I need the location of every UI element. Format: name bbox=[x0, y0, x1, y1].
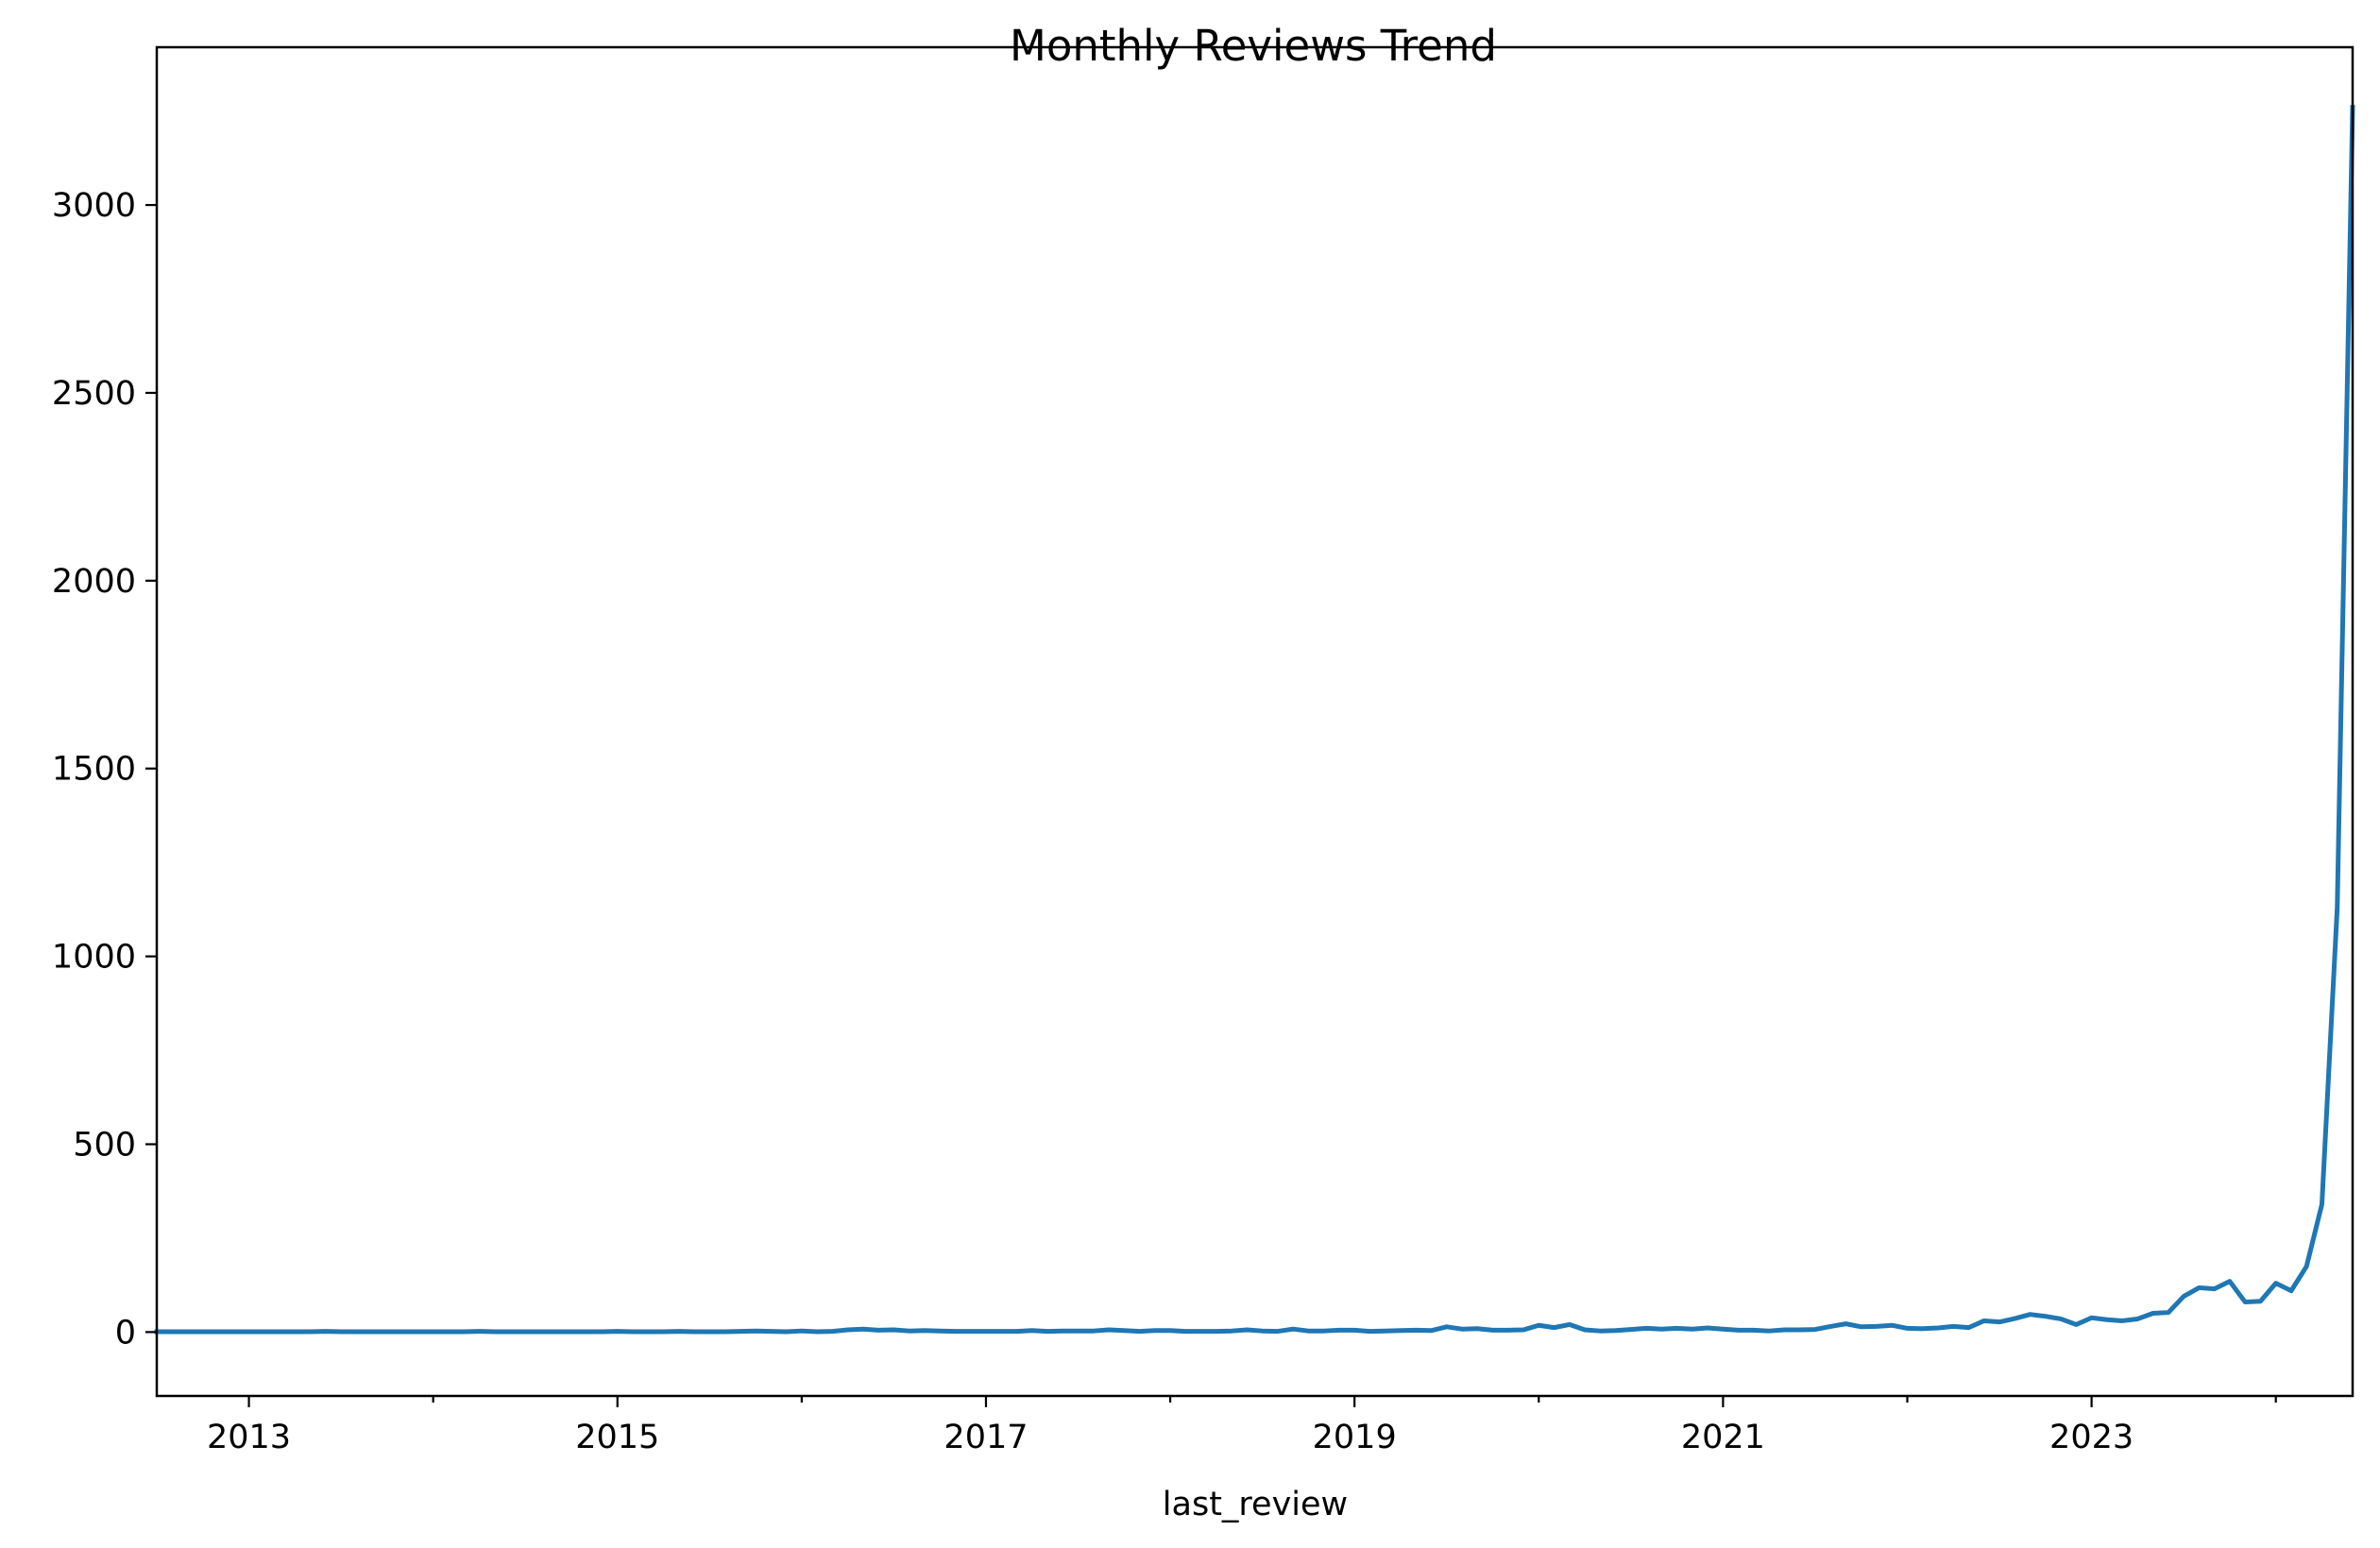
x-tick-label: 2015 bbox=[575, 1419, 659, 1456]
y-tick-label: 1500 bbox=[52, 751, 136, 789]
series-line-0 bbox=[154, 105, 2355, 1335]
y-tick-label: 3000 bbox=[52, 187, 136, 225]
y-tick-label: 500 bbox=[73, 1126, 136, 1164]
y-axis: 0 500 1000 1500 2000 2500 3000 bbox=[52, 187, 157, 1352]
axes-frame bbox=[155, 45, 2354, 1398]
y-tick-label: 0 bbox=[115, 1314, 136, 1352]
x-axis-label: last_review bbox=[1163, 1486, 1348, 1523]
y-tick-label: 2500 bbox=[52, 375, 136, 413]
x-tick-label: 2013 bbox=[207, 1419, 291, 1456]
x-tick-label: 2019 bbox=[1313, 1419, 1397, 1456]
plot-area bbox=[154, 105, 2355, 1335]
x-tick-label: 2023 bbox=[2049, 1419, 2134, 1456]
x-tick-label: 2021 bbox=[1681, 1419, 1765, 1456]
chart-title: Monthly Reviews Trend bbox=[1010, 21, 1497, 71]
x-axis: 2013 2015 2017 2019 2021 2023 bbox=[207, 1396, 2277, 1456]
y-tick-label: 1000 bbox=[52, 939, 136, 977]
y-tick-label: 2000 bbox=[52, 563, 136, 601]
x-tick-label: 2017 bbox=[944, 1419, 1028, 1456]
